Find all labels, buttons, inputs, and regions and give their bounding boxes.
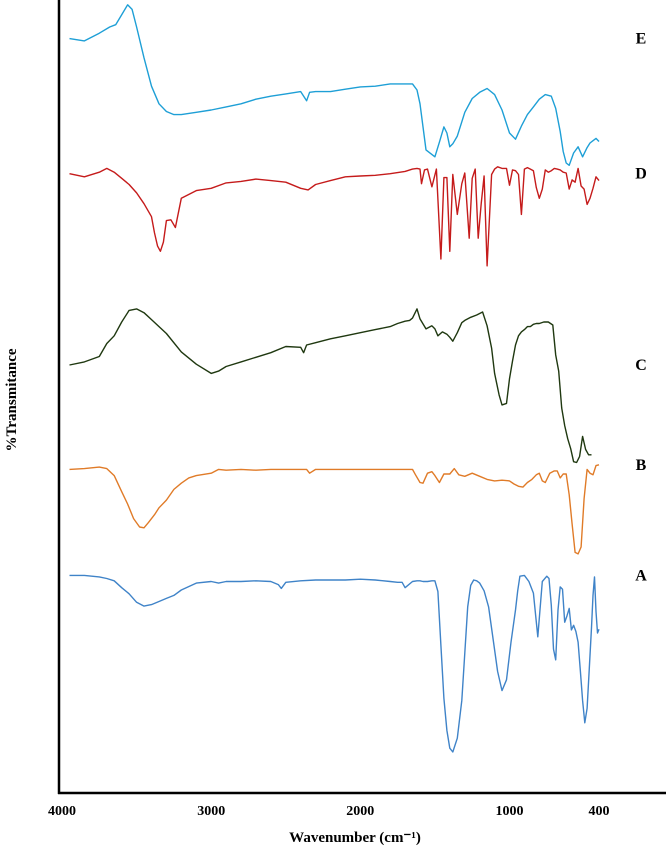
- x-tick-label: 2000: [346, 804, 374, 819]
- series-label-b: B: [636, 457, 647, 474]
- x-tick-label: 400: [589, 804, 610, 819]
- series-label-a: A: [635, 567, 647, 584]
- series-line-a: [69, 574, 600, 753]
- series-line-b: [69, 464, 600, 555]
- series-line-d: [69, 166, 600, 267]
- x-tick-label: 1000: [496, 804, 524, 819]
- series-label-d: D: [635, 166, 647, 183]
- series-layer: [69, 4, 600, 753]
- series-label-c: C: [635, 357, 647, 374]
- x-tick-label: 4000: [48, 804, 76, 819]
- series-labels: E D C B A: [635, 31, 647, 585]
- y-axis-title: %Transmitance: [4, 348, 20, 451]
- x-tick-labels: 4000 3000 2000 1000 400: [48, 804, 610, 819]
- series-line-e: [69, 4, 600, 167]
- series-line-c: [69, 308, 592, 464]
- x-tick-label: 3000: [197, 804, 225, 819]
- series-label-e: E: [636, 31, 647, 48]
- x-axis-title: Wavenumber (cm⁻¹): [289, 830, 421, 846]
